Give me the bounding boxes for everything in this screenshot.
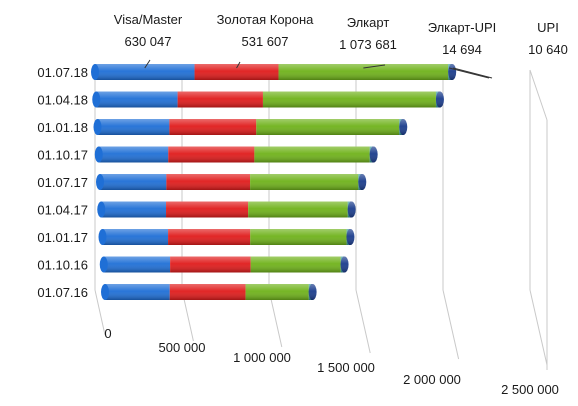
bar-segment-shade — [166, 174, 251, 190]
bar-segment-shade — [177, 91, 263, 108]
bar-row — [99, 256, 349, 273]
grid-line — [529, 69, 548, 121]
bar-segment-shade — [250, 174, 359, 190]
bar-segment-shade — [166, 201, 249, 218]
y-tick-label: 01.07.16 — [37, 285, 88, 300]
bar-segment-shade — [169, 119, 257, 135]
y-tick-label: 01.10.16 — [37, 258, 88, 273]
bar-row — [98, 229, 355, 245]
bar-row — [92, 91, 444, 108]
bar-end-cap-shade — [435, 91, 444, 108]
bar-segment-shade — [100, 174, 167, 190]
bar-segment-shade — [101, 201, 167, 218]
bar-segment-shade — [98, 146, 169, 163]
annotation-leader — [449, 67, 490, 79]
bar-end-cap-shade — [358, 174, 367, 190]
bar-segment-shade — [168, 146, 255, 163]
bar-end-cap-shade — [399, 119, 408, 135]
y-tick-label: 01.01.17 — [37, 230, 88, 245]
bar-row — [94, 146, 378, 163]
annotation-value: 1 073 681 — [339, 37, 397, 52]
bar-segment-shade — [256, 119, 400, 135]
bar-row — [93, 119, 408, 135]
grid-line — [442, 289, 460, 360]
bar-segment-shade — [250, 229, 347, 245]
y-tick-label: 01.07.18 — [37, 65, 88, 80]
x-tick-label: 2 500 000 — [501, 382, 559, 397]
annotation-name: Элкарт — [347, 15, 390, 30]
grid-line — [529, 289, 548, 366]
bar-segment-shade — [250, 256, 341, 273]
bar-start-cap — [92, 91, 101, 108]
annotation-leader — [236, 61, 241, 69]
bar-segment-shade — [278, 64, 449, 80]
x-tick-label: 1 000 000 — [233, 350, 291, 365]
y-tick-label: 01.04.17 — [37, 203, 88, 218]
bar-start-cap — [91, 64, 99, 80]
bar-segment-shade — [194, 64, 279, 80]
annotation-value: 630 047 — [125, 34, 172, 49]
bar-start-cap — [97, 201, 106, 218]
x-tick-label: 1 500 000 — [317, 360, 375, 375]
bar-segment-shade — [97, 119, 170, 135]
bar-end-cap-shade — [448, 64, 457, 80]
annotation-name: Элкарт-UPI — [428, 20, 497, 35]
bar-start-cap — [101, 284, 109, 300]
annotation-leader — [453, 67, 493, 79]
y-tick-label: 01.10.17 — [37, 148, 88, 163]
bar-segment-shade — [248, 201, 348, 218]
bar-segment-shade — [103, 256, 171, 273]
bar-segment-shade — [254, 146, 370, 163]
bar-segment-shade — [95, 64, 195, 80]
grid-line — [94, 289, 106, 336]
bar-start-cap — [93, 119, 102, 135]
x-tick-label: 2 000 000 — [403, 372, 461, 387]
annotation-name: Золотая Корона — [217, 12, 315, 27]
bar-end-cap-shade — [347, 201, 356, 218]
bar-start-cap — [98, 229, 107, 245]
annotation-value: 10 640 — [528, 42, 568, 57]
bar-start-cap — [96, 174, 104, 190]
y-tick-label: 01.07.17 — [37, 175, 88, 190]
bar-end-cap-shade — [340, 256, 349, 273]
bar-segment-shade — [96, 91, 178, 108]
y-tick-label: 01.04.18 — [37, 93, 88, 108]
bar-end-cap-shade — [369, 146, 378, 163]
annotation-leader — [144, 59, 151, 69]
bar-row — [91, 64, 457, 80]
annotation-name: Visa/Master — [114, 12, 183, 27]
bar-segment-shade — [102, 229, 169, 245]
grid-line — [355, 289, 371, 354]
annotation-value: 14 694 — [442, 42, 482, 57]
bar-segment-shade — [170, 256, 251, 273]
annotation-value: 531 607 — [242, 34, 289, 49]
annotation-leader — [363, 64, 386, 69]
bar-row — [96, 174, 367, 190]
bar-row — [101, 284, 317, 300]
x-tick-label: 500 000 — [159, 340, 206, 355]
annotation-name: UPI — [537, 20, 559, 35]
bar-start-cap — [94, 146, 103, 163]
bar-end-cap-shade — [308, 284, 317, 300]
bar-row — [97, 201, 356, 218]
y-tick-label: 01.01.18 — [37, 120, 88, 135]
x-tick-label: 0 — [104, 326, 111, 341]
bar-segment-shade — [169, 284, 246, 300]
bar-start-cap — [99, 256, 108, 273]
bar-end-cap-shade — [346, 229, 355, 245]
bar-segment-shade — [262, 91, 436, 108]
bar-segment-shade — [105, 284, 170, 300]
bar-segment-shade — [245, 284, 309, 300]
bar-segment-shade — [168, 229, 251, 245]
